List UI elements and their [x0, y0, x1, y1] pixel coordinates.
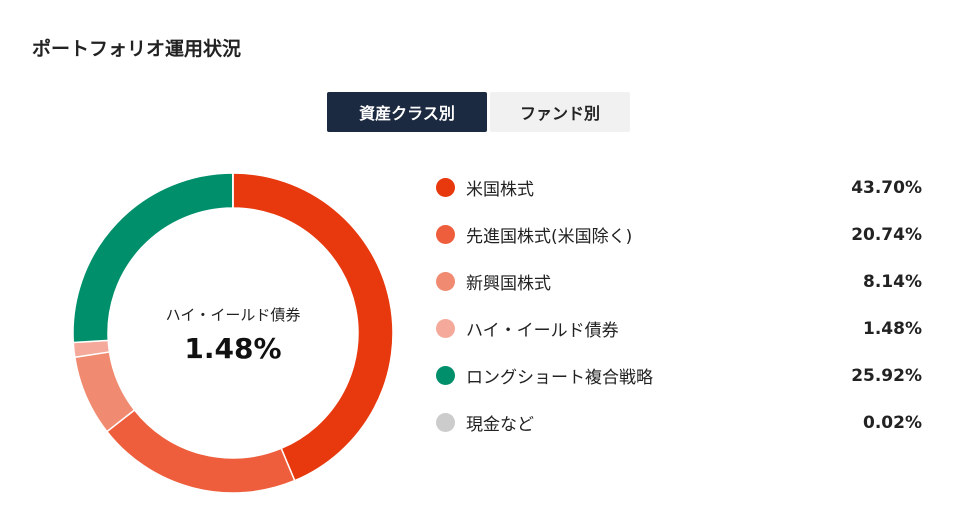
tab-fund[interactable]: ファンド別	[490, 92, 630, 132]
legend-label: 現金など	[466, 415, 534, 435]
legend-label: ハイ・イールド債券	[466, 321, 619, 341]
legend-label: 先進国株式(米国除く)	[466, 227, 633, 247]
legend: 米国株式 43.70% 先進国株式(米国除く) 20.74% 新興国株式 8.14% ハイ・…	[436, 164, 922, 446]
tab-asset-class[interactable]: 資産クラス別	[327, 92, 487, 132]
legend-value: 43.70%	[851, 177, 922, 198]
legend-value: 25.92%	[851, 365, 922, 386]
center-value: 1.48%	[184, 332, 282, 365]
legend-swatch	[436, 319, 455, 338]
legend-swatch	[436, 225, 455, 244]
donut-chart-svg	[72, 172, 394, 494]
legend-item: ロングショート複合戦略 25.92%	[436, 352, 922, 399]
legend-item: 現金など 0.02%	[436, 399, 922, 446]
section-title: ポートフォリオ運用状況	[32, 38, 242, 60]
legend-item: 先進国株式(米国除く) 20.74%	[436, 211, 922, 258]
legend-swatch	[436, 272, 455, 291]
legend-item: 新興国株式 8.14%	[436, 258, 922, 305]
view-tabs: 資産クラス別 ファンド別	[327, 92, 630, 132]
donut-chart: ハイ・イールド債券 1.48%	[70, 170, 396, 496]
legend-item: 米国株式 43.70%	[436, 164, 922, 211]
legend-value: 1.48%	[863, 318, 922, 339]
legend-value: 0.02%	[863, 412, 922, 433]
legend-swatch	[436, 413, 455, 432]
legend-item: ハイ・イールド債券 1.48%	[436, 305, 922, 352]
legend-value: 8.14%	[863, 271, 922, 292]
legend-label: ロングショート複合戦略	[466, 368, 653, 388]
donut-slice-1[interactable]	[105, 408, 296, 494]
legend-label: 米国株式	[466, 180, 534, 200]
center-label: ハイ・イールド債券	[165, 306, 301, 324]
legend-swatch	[436, 366, 455, 385]
donut-slice-0[interactable]	[232, 172, 394, 482]
legend-swatch	[436, 178, 455, 197]
legend-label: 新興国株式	[466, 274, 551, 294]
legend-value: 20.74%	[851, 224, 922, 245]
